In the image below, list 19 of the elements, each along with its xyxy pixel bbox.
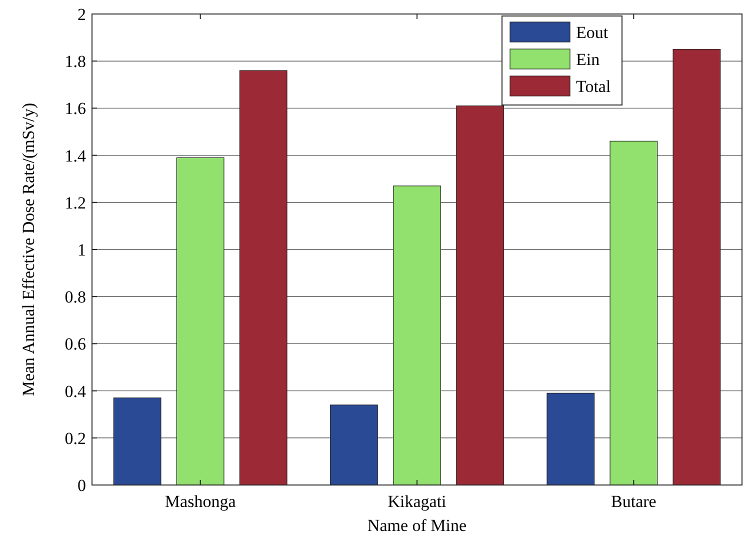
y-tick-label: 1.4 <box>64 146 86 166</box>
y-tick-label: 0.8 <box>64 288 86 307</box>
y-tick-label: 1.6 <box>64 99 86 118</box>
x-tick-label: Mashonga <box>164 492 236 511</box>
y-tick-label: 0.6 <box>64 334 86 354</box>
y-tick-label: 2 <box>78 4 86 24</box>
x-tick-label: Butare <box>611 492 656 511</box>
legend-label: Ein <box>576 50 600 69</box>
y-tick-label: 1 <box>78 240 86 260</box>
y-tick-label: 1.8 <box>64 52 86 72</box>
y-tick-label: 0 <box>78 476 86 495</box>
x-axis-title: Name of Mine <box>367 516 467 535</box>
y-tick-label: 0.2 <box>64 428 86 448</box>
legend-label: Total <box>576 77 611 96</box>
y-tick-label: 0.4 <box>64 382 86 401</box>
y-tick-label: 1.2 <box>64 193 86 212</box>
y-axis-title: Mean Annual Effective Dose Rate/(mSv/y) <box>19 102 38 396</box>
x-tick-label: Kikagati <box>388 492 447 511</box>
legend-label: Eout <box>576 23 608 42</box>
